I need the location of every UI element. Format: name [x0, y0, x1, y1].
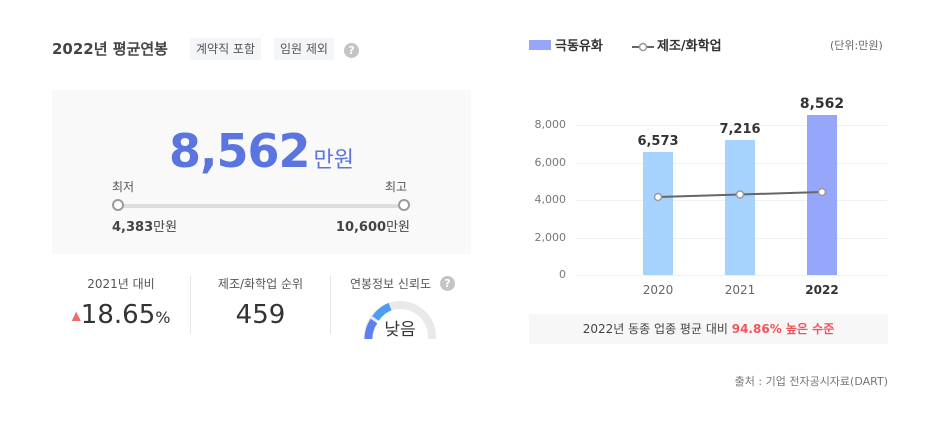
bar-2021[interactable]: [725, 140, 755, 275]
legend-line-swatch: [632, 38, 654, 57]
min-value: 4,383만원: [112, 220, 178, 235]
y-tick: 2,000: [534, 231, 567, 244]
gauge-icon: [364, 301, 436, 339]
divider: [190, 276, 191, 334]
reliability-gauge: 낮음: [362, 299, 438, 339]
tag-executive-excluded: 임원 제외: [274, 38, 334, 60]
bar-label-2022: 8,562: [799, 96, 845, 112]
question-icon[interactable]: ?: [344, 43, 359, 58]
industry-comparison: 2022년 동종 업종 평균 대비 94.86% 높은 수준: [529, 314, 888, 344]
gridline: [576, 275, 887, 276]
salary-unit: 만원: [313, 148, 354, 173]
reliability-value: 낮음: [384, 320, 416, 339]
bar-label-2021: 7,216: [719, 122, 761, 137]
reliability-label: 연봉정보 신뢰도: [349, 277, 432, 291]
yoy-value: ▲18.65%: [71, 300, 171, 330]
x-label-2021: 2021: [724, 283, 756, 297]
rank-label: 제조/화학업 순위: [217, 277, 304, 291]
y-tick: 8,000: [534, 118, 567, 131]
bar-label-2020: 6,573: [637, 134, 679, 149]
average-salary: 8,562 만원: [52, 124, 471, 178]
salary-range-track: [118, 204, 404, 208]
bar-2020[interactable]: [643, 152, 673, 275]
trend-up-icon: ▲: [71, 308, 81, 323]
min-marker: [112, 199, 124, 211]
legend-line-label: 제조/화학업: [657, 39, 722, 54]
source-note: 출처 : 기업 전자공시자료(DART): [734, 375, 888, 388]
max-label: 최고: [385, 180, 408, 194]
y-tick: 6,000: [534, 156, 567, 169]
max-marker: [398, 199, 410, 211]
page-title: 2022년 평균연봉: [52, 40, 168, 58]
x-label-2020: 2020: [642, 283, 674, 297]
x-label-2022: 2022: [805, 283, 839, 297]
unit-note: (단위:만원): [830, 39, 883, 52]
question-icon[interactable]: ?: [440, 276, 455, 291]
gridline: [576, 125, 887, 126]
salary-card: 8,562 만원 최저 최고 4,383만원 10,600만원: [52, 90, 471, 254]
legend-bar-swatch: [529, 40, 551, 50]
divider: [330, 276, 331, 334]
rank-value: 459: [235, 300, 286, 330]
y-tick: 4,000: [534, 193, 567, 206]
legend-bar-label: 극동유화: [555, 39, 603, 54]
tag-contract-included: 계약직 포함: [190, 38, 262, 60]
comparison-highlight: 94.86% 높은 수준: [731, 322, 835, 336]
salary-value: 8,562: [169, 124, 311, 178]
max-value: 10,600만원: [335, 220, 410, 235]
yoy-label: 2021년 대비: [87, 277, 155, 291]
y-tick: 0: [559, 268, 566, 281]
min-label: 최저: [112, 180, 135, 194]
